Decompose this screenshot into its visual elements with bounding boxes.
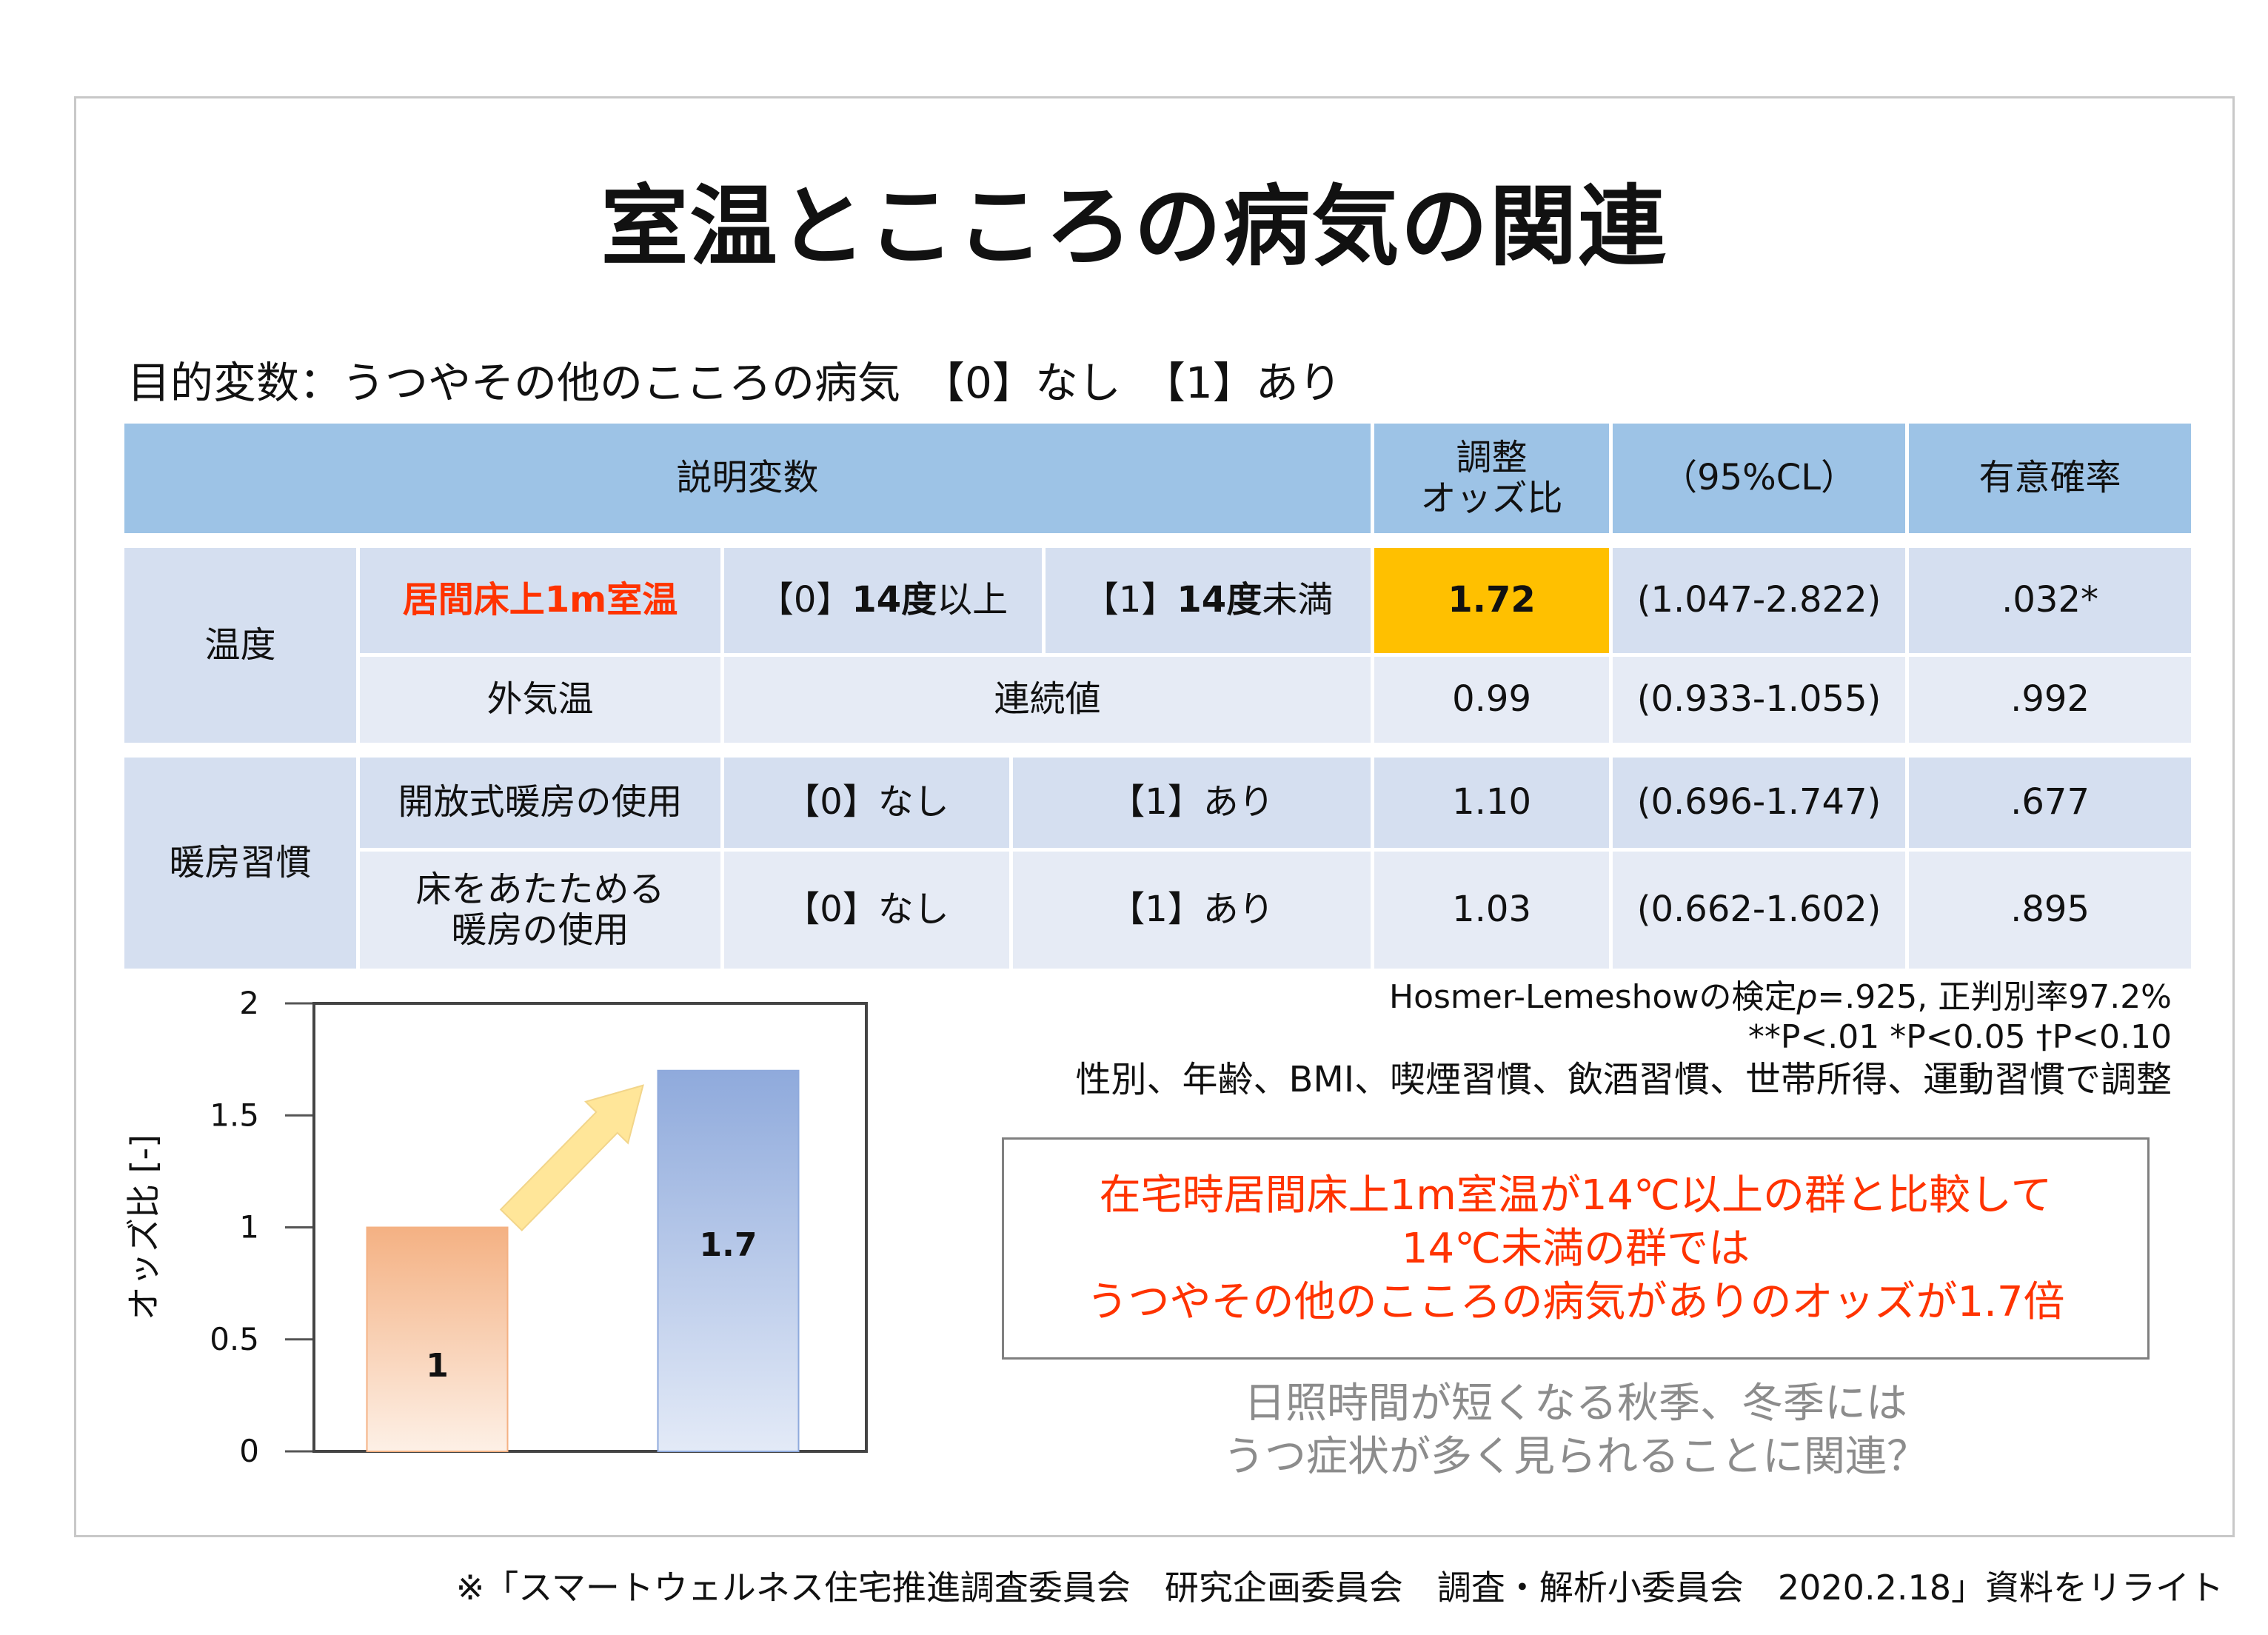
- source-note: ※「スマートウェルネス住宅推進調査委員会 研究企画委員会 調査・解析小委員会 2…: [455, 1568, 2224, 1608]
- category-0: 【0】14度以上: [720, 544, 1046, 657]
- header-explanatory: 説明変数: [120, 420, 1375, 537]
- row-name: 居間床上1m室温: [356, 544, 724, 657]
- category-1: 【1】14度未満: [1041, 544, 1375, 657]
- increase-arrow-icon: [499, 1084, 644, 1231]
- header-odds: 調整 オッズ比: [1371, 420, 1613, 537]
- y-tick-label: 1.5: [210, 1097, 259, 1133]
- odds-ratio-highlight: 1.72: [1371, 544, 1613, 657]
- y-axis-label: オッズ比 [-]: [124, 1134, 164, 1320]
- table-row: 温度 居間床上1m室温 【0】14度以上 【1】14度未満 1.72 (1.04…: [121, 544, 2195, 746]
- p-cell: .032*: [1905, 544, 2195, 657]
- model-notes: Hosmer-Lemeshowの検定p=.925, 正判別率97.2% **P<…: [1075, 977, 2172, 1102]
- ci-cell: (0.662-1.602): [1609, 848, 1910, 972]
- odds-table: 説明変数 調整 オッズ比 （95%CL） 有意確率 温度 居間床上1m室温 【0】…: [120, 420, 2195, 972]
- page-title: 室温とこころの病気の関連: [601, 175, 1667, 278]
- y-tick-label: 0: [239, 1433, 259, 1469]
- odds-ratio-cell: 1.10: [1371, 754, 1613, 852]
- category-1: 【1】あり: [1008, 754, 1375, 852]
- data-label-1: 1: [426, 1347, 449, 1385]
- slide-frame: [74, 96, 2235, 1537]
- y-tick-label: 0.5: [210, 1321, 259, 1357]
- bar-2: [657, 1069, 800, 1452]
- bar-1: [366, 1226, 509, 1452]
- odds-ratio-cell: 1.03: [1371, 848, 1613, 972]
- data-label-2: 1.7: [700, 1226, 757, 1264]
- significance-note: **P<.01 *P<0.05 †P<0.10: [1747, 1018, 2172, 1056]
- group-heating-habit: 暖房習慣: [121, 754, 360, 972]
- category-continuous: 連続値: [720, 653, 1375, 746]
- hypothesis-text: 日照時間が短くなる秋季、冬季には うつ症状が多く見られることに関連？: [1223, 1380, 1928, 1481]
- table-row: 暖房習慣 開放式暖房の使用 【0】なし 【1】あり 1.10 (0.696-1.…: [121, 754, 2195, 972]
- hosmer-lemeshow-note: Hosmer-Lemeshowの検定p=.925, 正判別率97.2%: [1388, 978, 2172, 1016]
- y-tick-label: 1: [239, 1209, 259, 1246]
- category-1: 【1】あり: [1008, 848, 1375, 972]
- ci-cell: (1.047-2.822): [1609, 544, 1910, 657]
- p-cell: .895: [1905, 848, 2195, 972]
- y-tick-label: 2: [239, 985, 259, 1021]
- odds-ratio-bar-chart: 0 0.5 1 1.5 2 オッズ比 [-] 1 1.7: [124, 985, 868, 1469]
- ci-cell: (0.696-1.747): [1609, 754, 1910, 852]
- table-header-row: 説明変数 調整 オッズ比 （95%CL） 有意確率: [120, 420, 2195, 537]
- row-name: 開放式暖房の使用: [356, 754, 724, 852]
- ci-cell: (0.933-1.055): [1609, 653, 1910, 746]
- group-temperature: 温度: [121, 544, 360, 746]
- objective-variable: 目的変数：うつやその他のこころの病気 【0】なし 【1】あり: [127, 358, 1342, 408]
- odds-ratio-cell: 0.99: [1371, 653, 1613, 746]
- table-row: 床をあたためる 暖房の使用 【0】なし 【1】あり 1.03 (0.662-1.6…: [123, 848, 2195, 972]
- adjustment-note: 性別、年齢、BMI、喫煙習慣、飲酒習慣、世帯所得、運動習慣で調整: [1075, 1059, 2172, 1100]
- row-name: 床をあたためる 暖房の使用: [356, 848, 724, 972]
- conclusion-box: 在宅時居間床上1m室温が14℃以上の群と比較して 14℃未満の群では うつやその…: [1002, 1137, 2150, 1360]
- p-cell: .677: [1905, 754, 2195, 852]
- header-ci: （95%CL）: [1609, 420, 1910, 537]
- table-row: 外気温 連続値 0.99 (0.933-1.055) .992: [123, 653, 2195, 746]
- header-p: 有意確率: [1905, 420, 2195, 537]
- category-0: 【0】なし: [720, 848, 1013, 972]
- plot-area-border: [312, 1002, 868, 1453]
- p-cell: .992: [1905, 653, 2195, 746]
- row-name: 外気温: [356, 653, 724, 746]
- category-0: 【0】なし: [720, 754, 1013, 852]
